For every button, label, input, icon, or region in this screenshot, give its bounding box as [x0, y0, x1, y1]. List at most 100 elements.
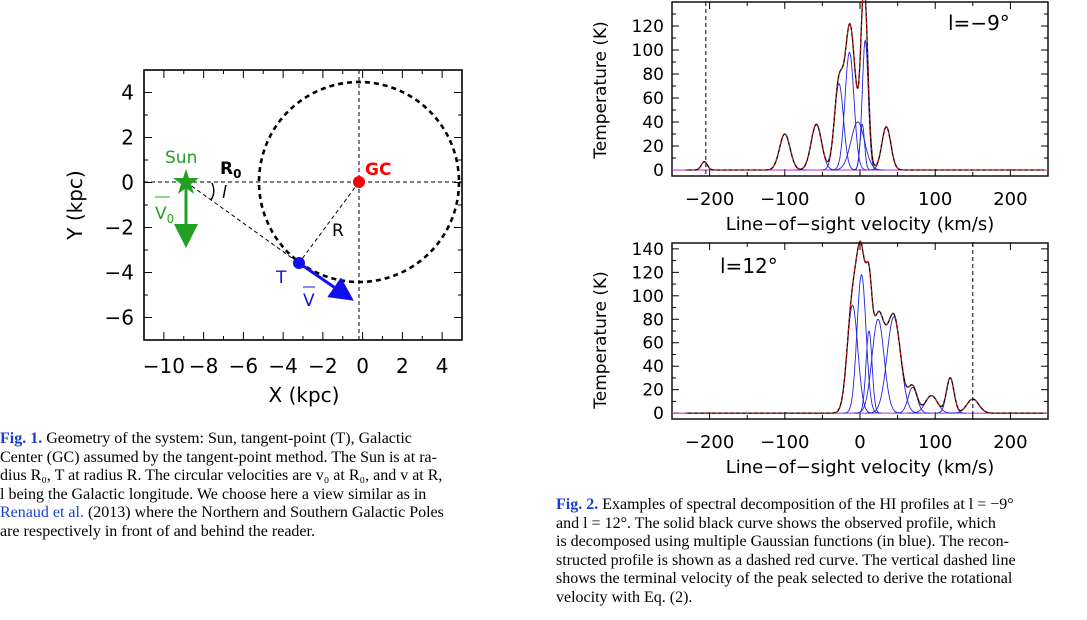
- fig2-x-tick-label: −100: [760, 189, 809, 210]
- fig2-bottom-plot: −200 −100 0 100 200 0 20 40 60 80 100 120 140: [632, 240, 1049, 453]
- fig1-y-tick-label: 4: [121, 81, 134, 105]
- fig2-y-tick-label: 140: [632, 240, 664, 260]
- caption-text: Geometry of the system: Sun, tangent-poi…: [46, 430, 412, 447]
- gaussian-component: [907, 395, 956, 414]
- reconstructed-profile: [685, 240, 1045, 414]
- fig1-y-tick-label: 0: [121, 171, 134, 195]
- fig2-y-tick-label: 40: [642, 357, 664, 377]
- fig1-angle-arc: [210, 182, 215, 201]
- gaussian-component: [692, 161, 717, 171]
- gc-marker: [353, 176, 365, 188]
- fig2-x-tick-label: 0: [854, 432, 865, 453]
- renaud-citation-link[interactable]: Renaud et al.: [0, 504, 84, 522]
- fig1-gc-tangent-line: [298, 181, 360, 264]
- fig2-x-tick-label: −200: [685, 189, 734, 210]
- fig2-y-tick-label: 0: [653, 404, 664, 424]
- fig2-x-tick-label: 0: [854, 189, 865, 210]
- fig1-y-tick-label: −6: [105, 306, 134, 330]
- longitude-label: l: [222, 183, 227, 203]
- tangent-velocity-arrow: [298, 261, 354, 301]
- fig1-ref[interactable]: Fig. 1.: [0, 430, 43, 447]
- fig2-caption-line: Fig. 2. Examples of spectral decompositi…: [556, 496, 1087, 515]
- fig1-y-tick-label: −2: [105, 216, 134, 240]
- fig2-caption-line: and l = 12°. The solid black curve shows…: [556, 514, 996, 532]
- fig1-caption-line: Fig. 1. Geometry of the system: Sun, tan…: [0, 430, 516, 449]
- fig1-caption-line: dius R₀, T at radius R. The circular vel…: [0, 467, 443, 485]
- gaussian-component: [894, 386, 931, 414]
- fig1-ticks: −10 −8 −6 −4 −2 0 2 4 4 2 0 −2 −4 −6: [105, 69, 463, 378]
- gaussian-component: [843, 273, 880, 414]
- fig2-top-longitude-label: l=−9°: [948, 11, 1010, 35]
- fig2-bottom-ylabel: Temperature (K): [591, 271, 611, 410]
- v0-label: V0: [155, 204, 174, 226]
- fig2-ref[interactable]: Fig. 2.: [556, 496, 599, 513]
- fig2-y-tick-label: 20: [642, 381, 664, 401]
- fig1-y-tick-label: 2: [121, 126, 134, 150]
- fig1-ylabel: Y (kpc): [63, 170, 87, 240]
- fig1-x-tick-label: −4: [268, 354, 297, 378]
- gaussian-component: [820, 83, 857, 171]
- fig2-y-tick-label: 40: [642, 113, 664, 133]
- fig2-caption-line: structed profile is shown as a dashed re…: [556, 551, 1016, 569]
- fig2-x-tick-label: −200: [685, 432, 734, 453]
- fig2-caption-line: velocity with Eq. (2).: [556, 588, 693, 606]
- fig1-x-tick-label: 0: [356, 354, 369, 378]
- fig2-y-tick-label: 120: [632, 263, 664, 283]
- fig2-bottom-xlabel: Line−of−sight velocity (km/s): [726, 457, 995, 478]
- fig1-x-tick-label: 2: [396, 354, 409, 378]
- fig2-y-tick-label: 20: [642, 137, 664, 157]
- fig1-caption-line: Center (GC) assumed by the tangent-point…: [0, 448, 437, 466]
- fig1-caption-line: are respectively in front of and behind …: [0, 522, 315, 540]
- fig2-top-ylabel: Temperature (K): [591, 21, 611, 160]
- gaussian-component: [853, 39, 878, 171]
- fig1-sun-tangent-line: [185, 181, 300, 264]
- gaussian-component: [866, 316, 921, 414]
- r-label: R: [332, 221, 344, 241]
- fig1-orbit-circle: [257, 80, 461, 284]
- fig2-y-tick-label: 100: [632, 287, 664, 307]
- fig2-caption-line: shows the terminal velocity of the peak …: [556, 570, 1013, 588]
- fig1-x-tick-label: 4: [436, 354, 449, 378]
- fig2-y-tick-label: 80: [642, 65, 664, 85]
- fig2-y-tick-label: 120: [632, 17, 664, 37]
- fig1-x-tick-label: −2: [308, 354, 337, 378]
- fig2-x-tick-label: 100: [918, 189, 952, 210]
- gaussian-component: [854, 318, 903, 414]
- sun-star-marker: [173, 169, 199, 194]
- fig2-y-tick-label: 0: [653, 161, 664, 181]
- fig2-y-tick-label: 80: [642, 310, 664, 330]
- fig2-top-plot: −200 −100 0 100 200 0 20 40 60 80 100 120: [632, 0, 1049, 210]
- fig2-x-tick-label: 200: [993, 432, 1027, 453]
- fig2-caption-line: is decomposed using multiple Gaussian fu…: [556, 533, 1009, 551]
- gaussian-component: [831, 51, 868, 171]
- v-label: V: [303, 291, 315, 311]
- fig2-x-tick-label: 200: [993, 189, 1027, 210]
- caption-text: Examples of spectral decomposition of th…: [602, 496, 1014, 513]
- gaussian-component: [857, 330, 882, 414]
- fig1-y-tick-label: −4: [105, 261, 134, 285]
- fig2-y-tick-label: 100: [632, 41, 664, 61]
- fig1-caption: Fig. 1. Geometry of the system: Sun, tan…: [0, 430, 516, 542]
- gaussian-component: [763, 133, 806, 171]
- fig2-bottom-longitude-label: l=12°: [720, 254, 778, 278]
- gaussian-component: [830, 121, 885, 171]
- fig1-x-tick-label: −8: [189, 354, 218, 378]
- sun-label: Sun: [165, 148, 197, 168]
- fig1-x-tick-label: −10: [143, 354, 185, 378]
- t-label: T: [275, 268, 287, 288]
- fig2-x-tick-label: 100: [918, 432, 952, 453]
- fig2-y-tick-label: 60: [642, 334, 664, 354]
- r0-label: R0: [220, 159, 241, 181]
- reconstructed-profile: [685, 0, 1045, 171]
- fig1-x-tick-label: −6: [229, 354, 258, 378]
- fig2-y-tick-label: 60: [642, 89, 664, 109]
- caption-text: (2013) where the Northern and Southern G…: [87, 504, 444, 522]
- gaussian-component: [935, 377, 966, 414]
- fig1-caption-line: Renaud et al. (2013) where the Northern …: [0, 504, 516, 523]
- fig2-top-xlabel: Line−of−sight velocity (km/s): [726, 214, 995, 235]
- fig1-xlabel: X (kpc): [269, 383, 340, 407]
- fig1-caption-line: l being the Galactic longitude. We choos…: [0, 485, 427, 503]
- fig2-x-tick-label: −100: [760, 432, 809, 453]
